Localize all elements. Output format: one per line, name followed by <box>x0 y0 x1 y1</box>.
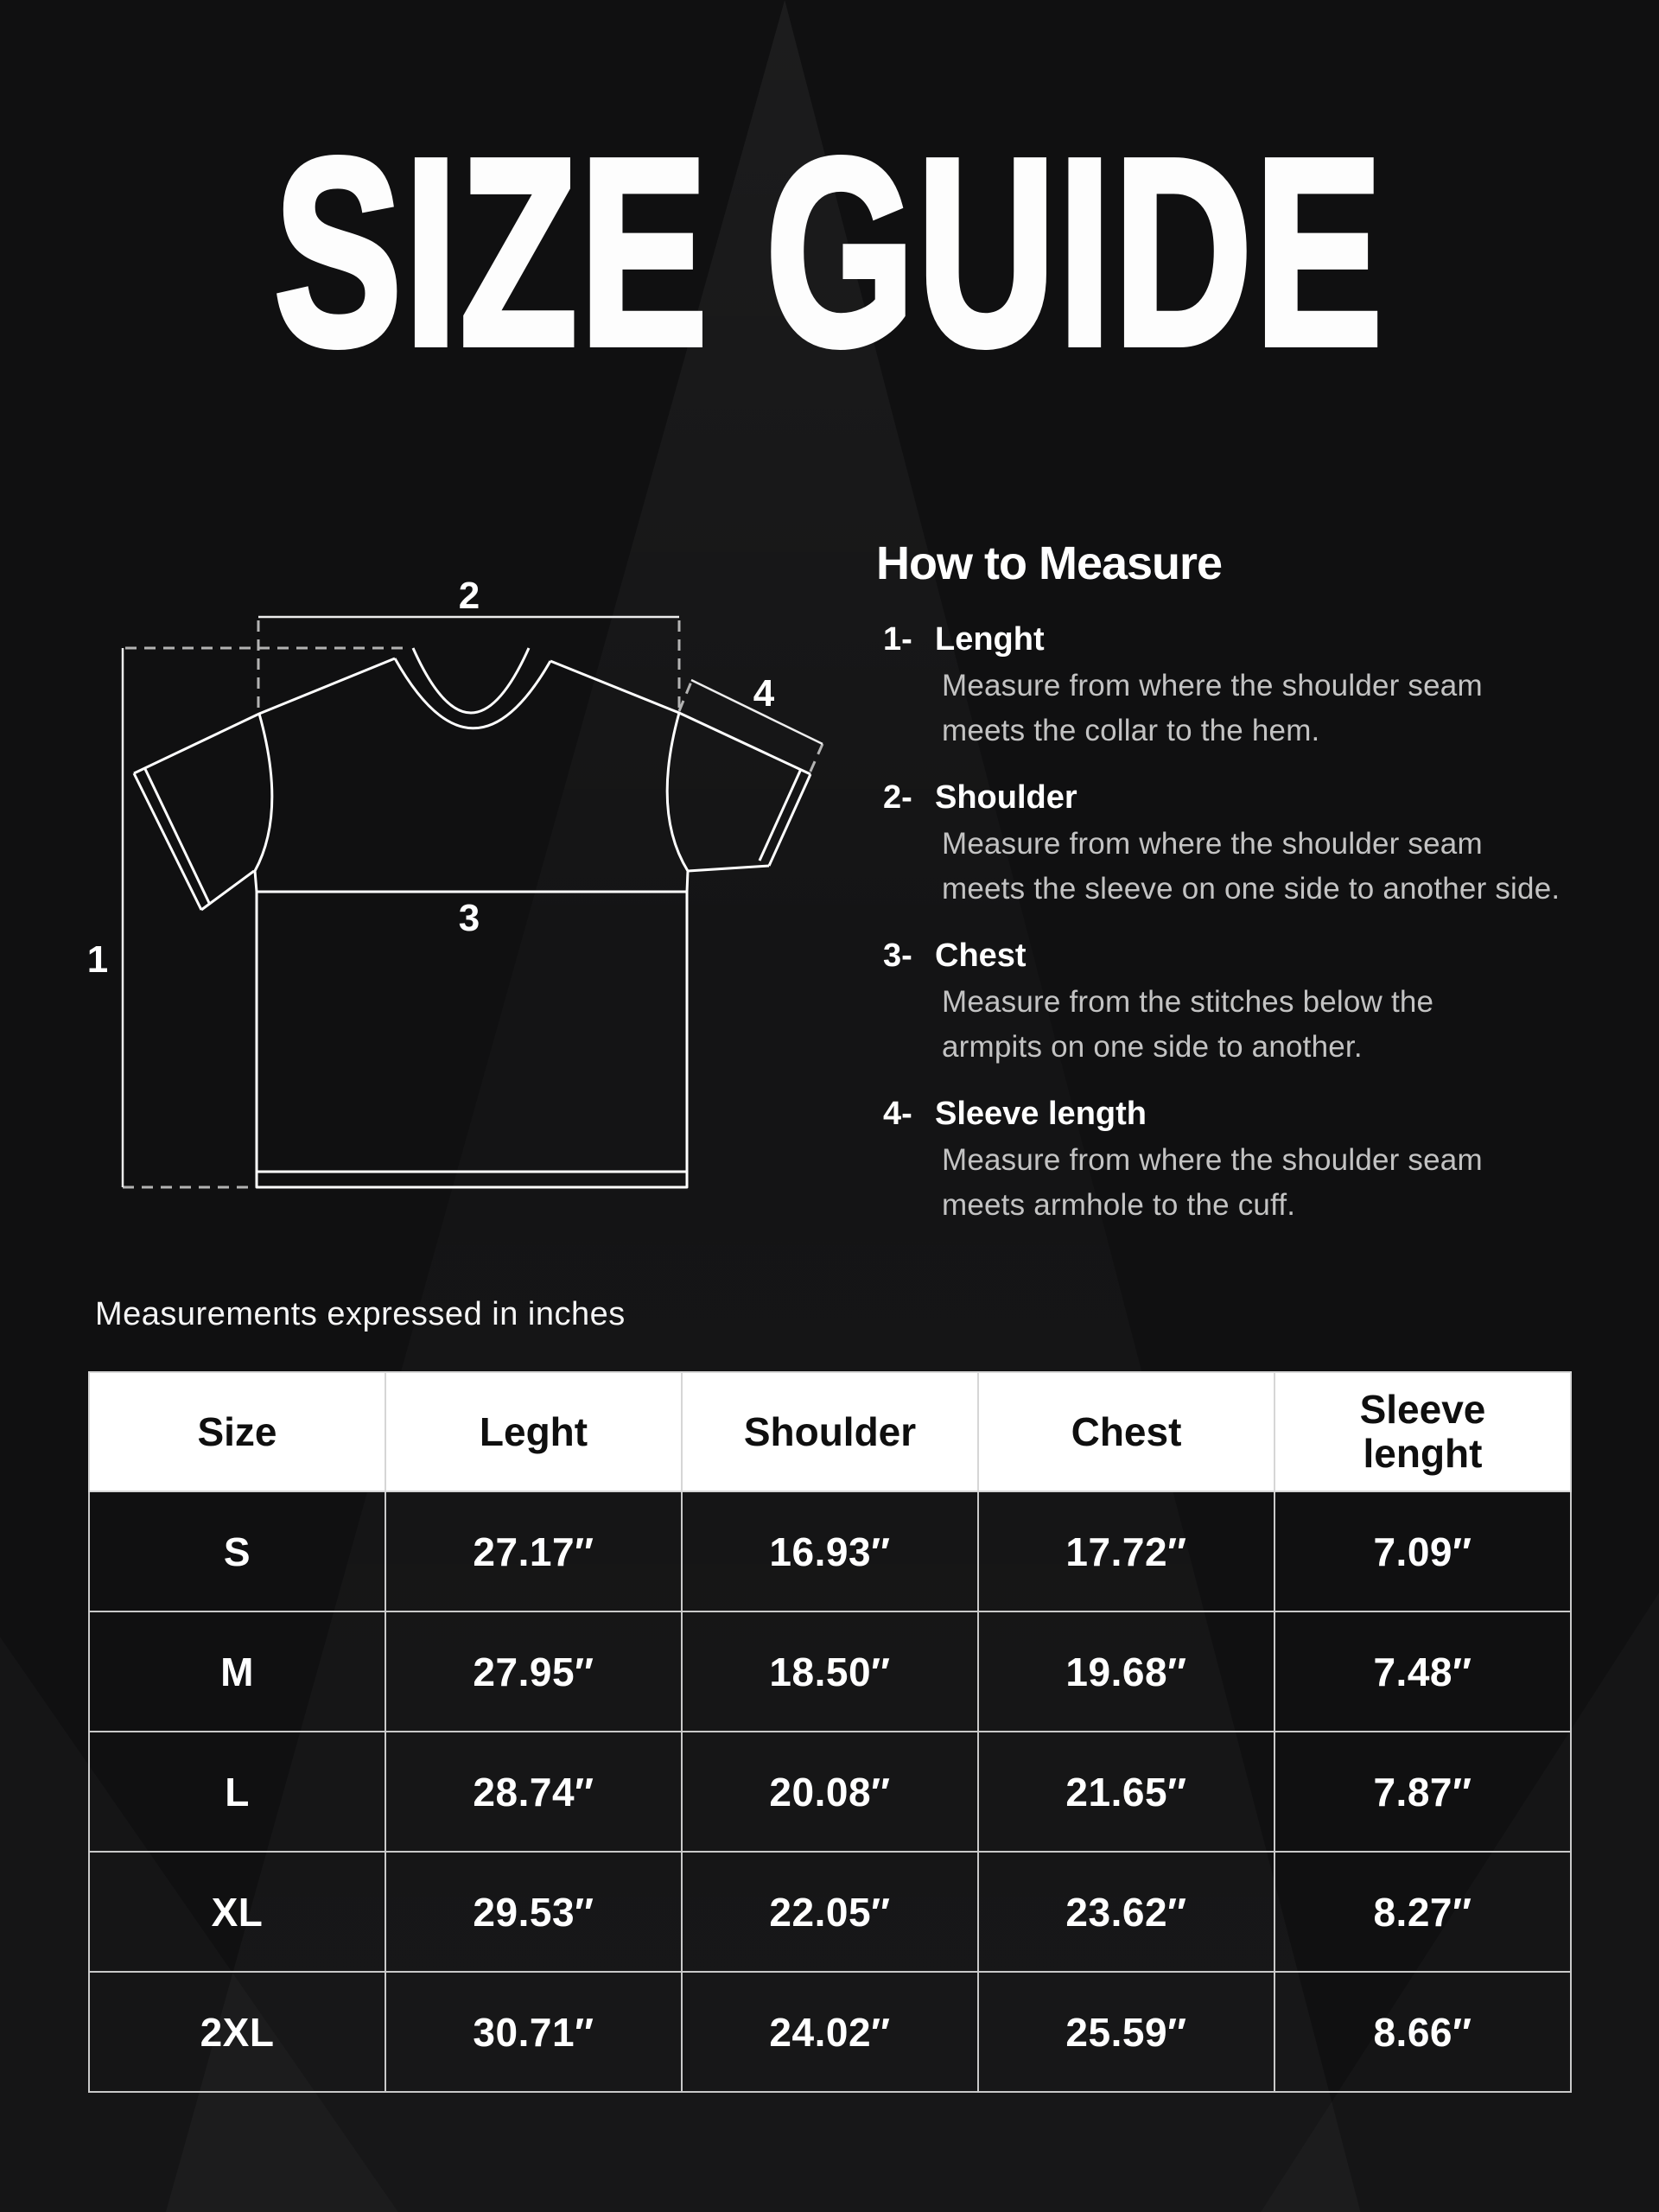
shoulder-cell: 24.02″ <box>681 1971 979 2093</box>
size-cell: 2XL <box>88 1971 386 2093</box>
shoulder-cell: 18.50″ <box>681 1611 979 1732</box>
chest-cell: 19.68″ <box>977 1611 1275 1732</box>
length-cell: 27.17″ <box>385 1491 683 1612</box>
length-cell: 30.71″ <box>385 1971 683 2093</box>
length-cell: 28.74″ <box>385 1731 683 1853</box>
measure-item-number: 1- <box>883 621 912 658</box>
column-header-chest: Chest <box>977 1371 1275 1492</box>
how-to-measure-section: How to Measure 1- Lenght Measure from whe… <box>876 536 1593 1253</box>
chest-cell: 21.65″ <box>977 1731 1275 1853</box>
measure-item-description: Measure from where the shoulder seam mee… <box>942 827 1560 906</box>
size-cell: XL <box>88 1851 386 1973</box>
measure-item-title: 3- Chest <box>883 937 1593 975</box>
size-cell: L <box>88 1731 386 1853</box>
measure-item-title: 1- Lenght <box>883 620 1593 658</box>
measure-item-description: Measure from the stitches below the armp… <box>942 985 1434 1064</box>
sleeve-cell: 7.48″ <box>1274 1611 1572 1732</box>
measure-item-sleeve: 4- Sleeve length Measure from where the s… <box>876 1095 1593 1228</box>
table-row-2xl: 2XL 30.71″ 24.02″ 25.59″ 8.66″ <box>88 1971 1572 2093</box>
column-header-shoulder: Shoulder <box>681 1371 979 1492</box>
measure-item-number: 4- <box>883 1096 912 1132</box>
length-cell: 27.95″ <box>385 1611 683 1732</box>
table-row-l: L 28.74″ 20.08″ 21.65″ 7.87″ <box>88 1731 1572 1853</box>
measure-item-length: 1- Lenght Measure from where the shoulder… <box>876 620 1593 753</box>
measure-item-title: 2- Shoulder <box>883 779 1593 817</box>
shoulder-cell: 16.93″ <box>681 1491 979 1612</box>
chest-cell: 23.62″ <box>977 1851 1275 1973</box>
measure-item-label: Shoulder <box>935 779 1077 816</box>
measure-item-number: 2- <box>883 779 912 816</box>
table-row-s: S 27.17″ 16.93″ 17.72″ 7.09″ <box>88 1491 1572 1612</box>
sleeve-cell: 7.09″ <box>1274 1491 1572 1612</box>
shoulder-cell: 20.08″ <box>681 1731 979 1853</box>
sleeve-cell: 8.66″ <box>1274 1971 1572 2093</box>
diagram-label-sleeve: 4 <box>753 672 775 715</box>
sleeve-cell: 8.27″ <box>1274 1851 1572 1973</box>
chest-cell: 25.59″ <box>977 1971 1275 2093</box>
measure-item-label: Lenght <box>935 621 1045 658</box>
column-header-sleeve-length: Sleeve lenght <box>1274 1371 1572 1492</box>
shoulder-cell: 22.05″ <box>681 1851 979 1973</box>
table-header-row: Size Leght Shoulder Chest Sleeve lenght <box>88 1371 1572 1492</box>
how-to-measure-heading: How to Measure <box>876 537 1223 589</box>
table-row-m: M 27.95″ 18.50″ 19.68″ 7.48″ <box>88 1611 1572 1732</box>
page-title: SIZE GUIDE <box>271 104 1385 401</box>
measure-item-number: 3- <box>883 938 912 974</box>
diagram-label-chest: 3 <box>459 897 480 939</box>
measure-item-shoulder: 2- Shoulder Measure from where the should… <box>876 779 1593 912</box>
diagram-label-length: 1 <box>87 938 108 981</box>
length-cell: 29.53″ <box>385 1851 683 1973</box>
measure-item-chest: 3- Chest Measure from the stitches below … <box>876 937 1593 1070</box>
dashed-guide-lines <box>123 620 824 1189</box>
sleeve-cell: 7.87″ <box>1274 1731 1572 1853</box>
measure-item-label: Sleeve length <box>935 1096 1147 1132</box>
measure-item-description: Measure from where the shoulder seam mee… <box>942 1143 1483 1222</box>
size-cell: M <box>88 1611 386 1732</box>
measure-item-description: Measure from where the shoulder seam mee… <box>942 669 1483 747</box>
column-header-size: Size <box>88 1371 386 1492</box>
size-cell: S <box>88 1491 386 1612</box>
chest-cell: 17.72″ <box>977 1491 1275 1612</box>
measure-item-label: Chest <box>935 938 1027 974</box>
units-note: Measurements expressed in inches <box>95 1296 626 1332</box>
size-chart-table: Size Leght Shoulder Chest Sleeve lenght … <box>88 1371 1572 2093</box>
table-row-xl: XL 29.53″ 22.05″ 23.62″ 8.27″ <box>88 1851 1572 1973</box>
dimension-lines <box>121 615 823 1187</box>
measure-item-title: 4- Sleeve length <box>883 1095 1593 1133</box>
tshirt-measurement-diagram: 1 2 3 4 <box>87 575 824 1189</box>
diagram-label-shoulder: 2 <box>459 575 480 617</box>
tshirt-outline <box>132 647 812 1189</box>
column-header-length: Leght <box>385 1371 683 1492</box>
